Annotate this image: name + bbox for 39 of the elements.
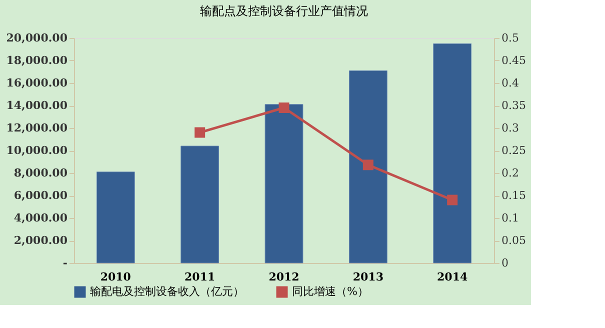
bar bbox=[348, 70, 388, 264]
y-tick-label: 12,000.00 bbox=[6, 122, 68, 134]
y2-tick-label: 0.15 bbox=[502, 189, 526, 202]
x-tick-label: 2013 bbox=[352, 270, 384, 284]
point bbox=[447, 194, 458, 206]
y2-tick-label: 0.4 bbox=[502, 76, 519, 90]
x-tick-label: 2014 bbox=[437, 270, 468, 284]
point bbox=[362, 160, 374, 170]
x-tick-label: 2012 bbox=[268, 270, 300, 284]
bar bbox=[264, 104, 304, 264]
bar bbox=[180, 146, 220, 264]
y-tick-label: 14,000.00 bbox=[6, 99, 68, 112]
legend-label: 输配电及控制设备收入（亿元） bbox=[90, 285, 244, 298]
y-tick-label: 10,000.00 bbox=[6, 144, 68, 157]
y-tick-label: 6,000.00 bbox=[14, 189, 68, 202]
x-tick-label: 2010 bbox=[100, 270, 132, 284]
point bbox=[194, 127, 206, 138]
y2-tick-label: 0.2 bbox=[502, 166, 519, 180]
y-tick-label: 18,000.00 bbox=[6, 54, 68, 67]
y-tick-label: 4,000.00 bbox=[14, 212, 68, 224]
y-tick-label: - bbox=[62, 256, 68, 270]
y-tick-label: 8,000.00 bbox=[14, 166, 68, 180]
y2-tick-label: 0.1 bbox=[502, 212, 519, 224]
bar bbox=[96, 172, 135, 264]
y-tick-label: 16,000.00 bbox=[6, 76, 68, 90]
point bbox=[278, 102, 290, 113]
x-tick-label: 2011 bbox=[184, 270, 216, 284]
y2-tick-label: 0.05 bbox=[502, 234, 526, 247]
chart-title: 输配点及控制设备行业产值情况 bbox=[200, 4, 368, 18]
y-tick-label: 20,000.00 bbox=[6, 32, 68, 44]
bar bbox=[433, 43, 472, 264]
y2-tick-label: 0.45 bbox=[502, 54, 526, 67]
y2-tick-label: 0 bbox=[502, 256, 508, 270]
y2-tick-label: 0.5 bbox=[502, 32, 519, 44]
legend-label: 同比增速（%） bbox=[292, 285, 368, 298]
y2-tick-label: 0.3 bbox=[502, 122, 519, 134]
y2-tick-label: 0.25 bbox=[502, 144, 526, 157]
y-tick-label: 2,000.00 bbox=[14, 234, 68, 247]
y2-tick-label: 0.35 bbox=[502, 99, 526, 112]
